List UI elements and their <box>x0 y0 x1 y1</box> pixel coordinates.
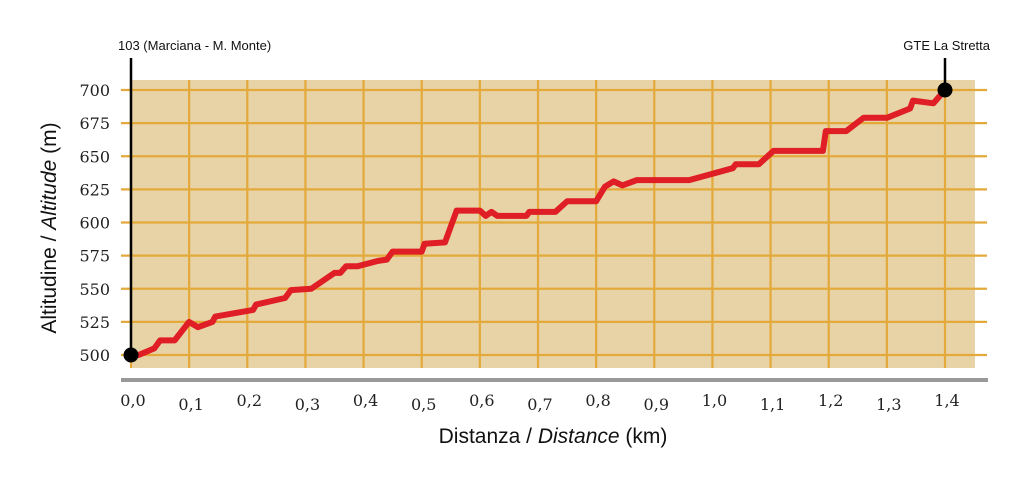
start-marker-dot <box>123 347 139 363</box>
y-tick-label: 700 <box>79 81 110 100</box>
x-tick-label: 0,0 <box>120 391 145 410</box>
x-axis-title-suffix: (km) <box>620 425 668 448</box>
x-axis-title: Distanza / Distance (km) <box>439 425 668 448</box>
x-axis-title-prefix: Distanza / <box>439 425 538 448</box>
start-marker-label: 103 (Marciana - M. Monte) <box>118 38 271 53</box>
y-axis-title: Altitudine / Altitude (m) <box>38 122 61 333</box>
y-tick-label: 675 <box>79 114 110 133</box>
x-tick-label: 0,4 <box>353 391 378 410</box>
x-tick-label: 0,8 <box>585 391 610 410</box>
y-tick-label: 500 <box>79 346 110 365</box>
x-tick-label: 0,1 <box>178 395 203 414</box>
plot-background <box>131 80 975 368</box>
end-marker-dot <box>937 82 953 98</box>
series <box>128 87 948 358</box>
x-tick-label: 0,6 <box>469 391 494 410</box>
y-axis-title-prefix: Altitudine / <box>38 230 61 334</box>
y-axis-title-suffix: (m) <box>38 122 61 159</box>
x-tick-label: 0,9 <box>644 395 669 414</box>
y-tick-label: 600 <box>79 214 110 233</box>
x-axis-title-italic: Distance <box>538 425 620 448</box>
y-tick-label: 625 <box>79 180 110 199</box>
x-tick-label: 0,2 <box>237 391 262 410</box>
x-tick-label: 0,3 <box>295 395 320 414</box>
y-tick-label: 550 <box>79 280 110 299</box>
y-tick-labels: 500 525 550 575 600 625 650 675 700 <box>79 81 110 365</box>
x-tick-label: 0,5 <box>411 395 436 414</box>
x-tick-labels: 0,0 0,1 0,2 0,3 0,4 0,5 0,6 0,7 0,8 0,9 1,0 1,1 1,2 1… <box>120 391 959 414</box>
end-marker-label: GTE La Stretta <box>903 38 990 53</box>
x-tick-label: 1,3 <box>876 395 901 414</box>
x-tick-label: 1,0 <box>702 391 727 410</box>
x-tick-label: 0,7 <box>527 395 552 414</box>
y-tick-label: 575 <box>79 247 110 266</box>
x-tick-label: 1,2 <box>818 391 843 410</box>
y-tick-label: 525 <box>79 313 110 332</box>
elevation-line <box>128 87 948 358</box>
x-tick-label: 1,4 <box>934 391 959 410</box>
y-axis-title-italic: Altitude <box>38 160 61 232</box>
y-tick-label: 650 <box>79 147 110 166</box>
x-tick-label: 1,1 <box>760 395 785 414</box>
